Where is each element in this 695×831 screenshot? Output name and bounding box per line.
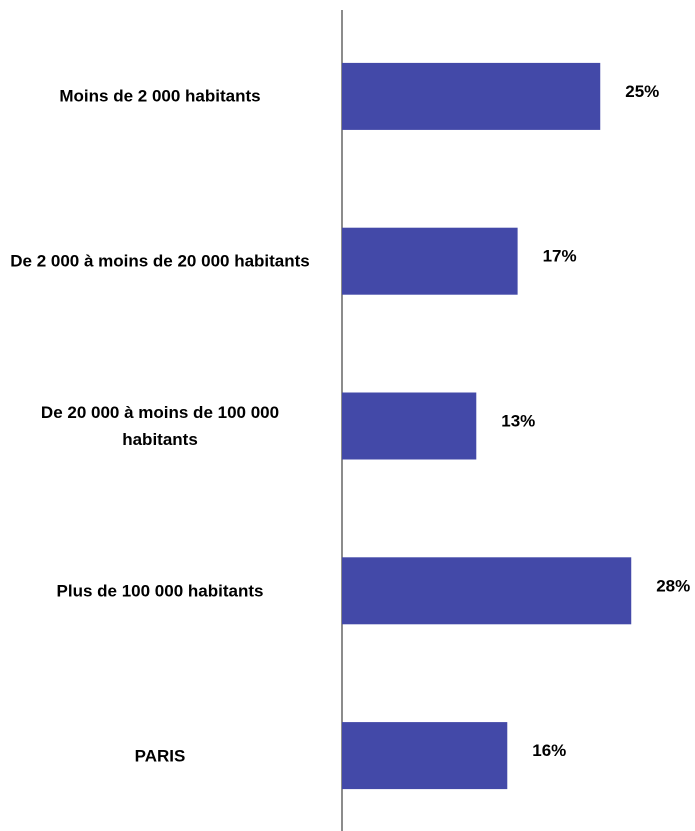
category-label: Plus de 100 000 habitants	[56, 581, 264, 601]
bar	[342, 392, 477, 460]
bar	[342, 62, 601, 130]
category-label: De 20 000 à moins de 100 000 habitants	[40, 403, 280, 449]
value-label: 13%	[501, 411, 535, 430]
value-label: 25%	[625, 82, 659, 101]
bar	[342, 557, 632, 625]
value-label: 28%	[656, 576, 690, 595]
value-label: 17%	[543, 247, 577, 266]
category-label: De 2 000 à moins de 20 000 habitants	[10, 251, 310, 271]
category-label: PARIS	[134, 746, 186, 766]
bar	[342, 722, 508, 790]
value-label: 16%	[532, 741, 566, 760]
bar	[342, 227, 518, 295]
category-label: Moins de 2 000 habitants	[59, 86, 261, 106]
